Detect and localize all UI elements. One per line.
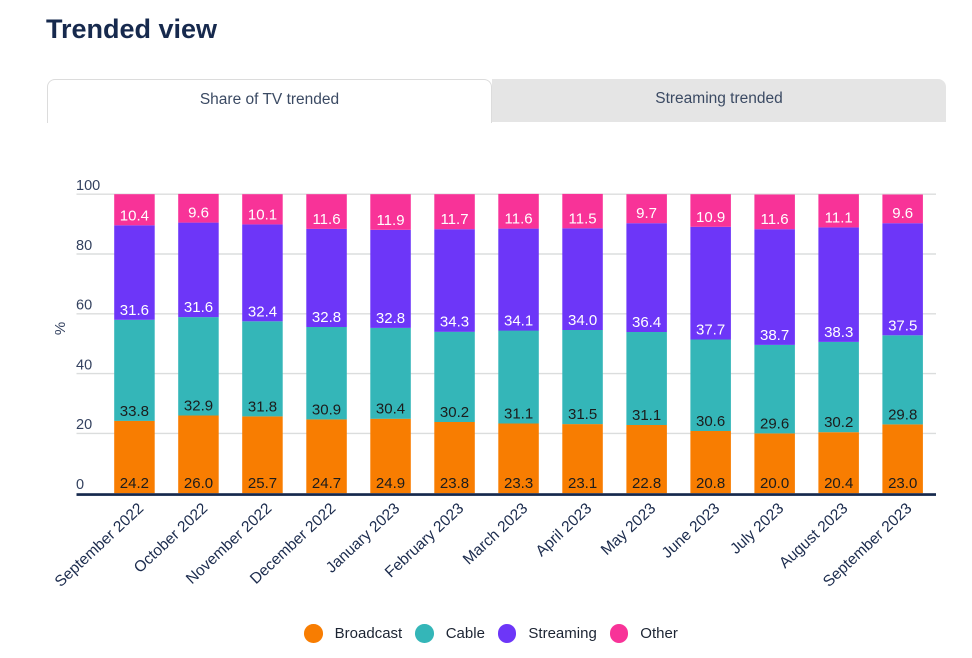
svg-text:34.1: 34.1: [504, 313, 533, 330]
svg-text:37.5: 37.5: [888, 317, 917, 334]
svg-text:38.3: 38.3: [824, 324, 853, 341]
svg-text:31.1: 31.1: [632, 407, 661, 424]
svg-text:25.7: 25.7: [248, 475, 277, 492]
svg-text:11.6: 11.6: [761, 211, 789, 228]
svg-text:September 2022: September 2022: [52, 500, 147, 591]
svg-text:20.4: 20.4: [824, 475, 853, 492]
svg-text:20.0: 20.0: [760, 475, 789, 492]
svg-text:31.6: 31.6: [184, 299, 213, 316]
svg-text:22.8: 22.8: [632, 475, 661, 492]
svg-text:11.6: 11.6: [505, 211, 533, 228]
svg-text:11.1: 11.1: [825, 209, 853, 226]
svg-text:20.8: 20.8: [696, 475, 725, 492]
svg-text:May 2023: May 2023: [598, 500, 659, 559]
svg-text:24.2: 24.2: [120, 475, 149, 492]
svg-text:33.8: 33.8: [120, 403, 149, 420]
svg-text:36.4: 36.4: [632, 314, 661, 331]
svg-text:31.1: 31.1: [504, 406, 533, 423]
svg-text:26.0: 26.0: [184, 475, 213, 492]
svg-text:30.2: 30.2: [824, 414, 853, 431]
svg-text:29.8: 29.8: [888, 406, 917, 423]
svg-text:11.5: 11.5: [569, 210, 597, 227]
svg-text:29.6: 29.6: [760, 415, 789, 432]
svg-text:20: 20: [76, 417, 92, 433]
svg-text:0: 0: [76, 477, 84, 493]
svg-text:100: 100: [76, 178, 100, 194]
svg-text:11.9: 11.9: [376, 212, 404, 229]
svg-text:April 2023: April 2023: [533, 500, 596, 560]
svg-text:32.8: 32.8: [312, 309, 341, 326]
svg-text:30.4: 30.4: [376, 401, 405, 418]
svg-text:40: 40: [76, 357, 92, 373]
svg-text:July 2023: July 2023: [727, 500, 787, 558]
svg-text:30.6: 30.6: [696, 413, 725, 430]
svg-text:80: 80: [76, 238, 92, 254]
svg-text:23.1: 23.1: [568, 475, 597, 492]
svg-text:10.1: 10.1: [248, 206, 277, 223]
svg-text:23.0: 23.0: [888, 475, 917, 492]
svg-text:30.2: 30.2: [440, 404, 469, 421]
svg-text:June 2023: June 2023: [659, 500, 724, 562]
svg-text:March 2023: March 2023: [460, 500, 531, 568]
svg-text:11.7: 11.7: [440, 211, 468, 228]
svg-text:9.6: 9.6: [188, 205, 209, 222]
svg-text:10.4: 10.4: [120, 207, 149, 224]
svg-text:23.8: 23.8: [440, 475, 469, 492]
svg-text:30.9: 30.9: [312, 401, 341, 418]
svg-text:31.6: 31.6: [120, 302, 149, 319]
svg-text:24.9: 24.9: [376, 475, 405, 492]
svg-text:24.7: 24.7: [312, 475, 341, 492]
svg-text:37.7: 37.7: [696, 322, 725, 339]
svg-text:11.6: 11.6: [312, 211, 340, 228]
svg-text:9.6: 9.6: [892, 205, 913, 222]
svg-text:23.3: 23.3: [504, 475, 533, 492]
svg-text:34.3: 34.3: [440, 314, 469, 331]
svg-text:31.8: 31.8: [248, 398, 277, 415]
svg-text:%: %: [52, 322, 69, 335]
svg-text:60: 60: [76, 298, 92, 314]
svg-text:31.5: 31.5: [568, 406, 597, 423]
svg-text:32.8: 32.8: [376, 310, 405, 327]
svg-text:32.4: 32.4: [248, 303, 277, 320]
svg-text:9.7: 9.7: [636, 205, 657, 222]
svg-text:10.9: 10.9: [696, 209, 725, 226]
svg-text:38.7: 38.7: [760, 327, 789, 344]
svg-text:32.9: 32.9: [184, 398, 213, 415]
svg-text:34.0: 34.0: [568, 312, 597, 329]
